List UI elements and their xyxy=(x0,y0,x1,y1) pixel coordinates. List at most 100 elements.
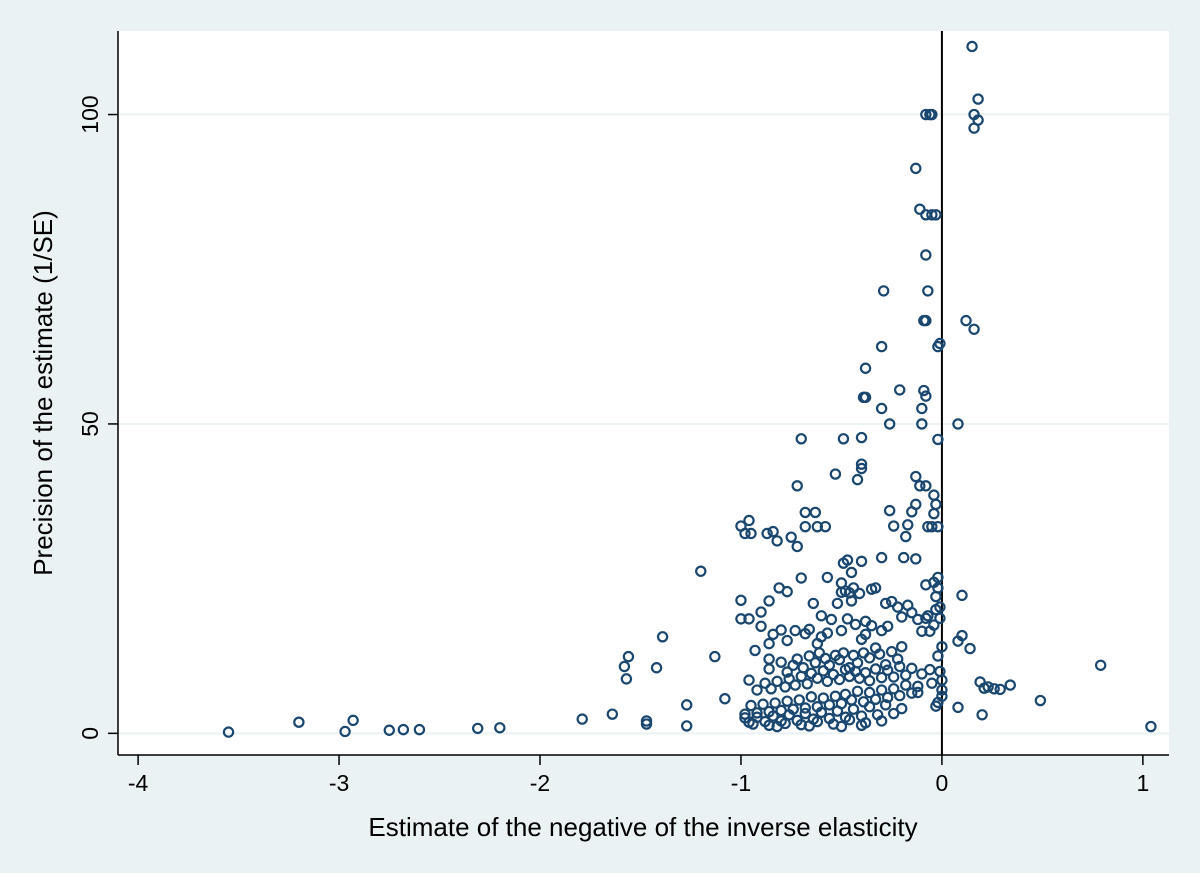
data-point xyxy=(769,697,781,709)
data-point xyxy=(976,709,988,721)
data-point xyxy=(681,720,693,732)
data-point xyxy=(859,615,872,628)
data-point xyxy=(781,666,793,678)
data-point xyxy=(920,249,932,261)
data-point xyxy=(815,706,828,719)
data-point xyxy=(799,707,811,720)
data-point xyxy=(865,583,878,595)
data-point xyxy=(397,723,410,736)
data-point xyxy=(875,715,888,727)
data-point xyxy=(972,93,984,105)
data-point xyxy=(926,209,938,221)
data-point xyxy=(896,641,908,653)
data-point xyxy=(622,650,635,663)
data-point xyxy=(817,665,830,677)
data-point xyxy=(789,624,801,637)
data-point xyxy=(1034,694,1047,707)
data-point xyxy=(620,673,633,685)
data-point xyxy=(875,340,888,353)
data-point xyxy=(749,644,761,657)
data-point xyxy=(930,590,942,603)
data-point xyxy=(1004,679,1016,691)
data-point xyxy=(829,649,842,662)
data-point xyxy=(811,520,824,533)
data-point xyxy=(952,701,964,714)
data-point xyxy=(932,520,944,533)
data-point xyxy=(922,610,934,622)
data-point xyxy=(885,595,898,608)
data-point xyxy=(815,610,828,622)
data-point xyxy=(875,671,888,684)
data-point xyxy=(791,480,803,492)
data-point xyxy=(885,645,898,658)
data-point xyxy=(896,702,908,715)
data-point xyxy=(887,520,900,532)
data-point xyxy=(801,678,813,690)
data-point xyxy=(640,715,653,727)
data-point xyxy=(827,668,840,681)
x-tick-label: -4 xyxy=(128,770,149,796)
data-point xyxy=(894,660,906,673)
data-point xyxy=(771,720,783,733)
data-point xyxy=(650,662,663,674)
data-point xyxy=(906,662,918,675)
data-point xyxy=(751,684,763,696)
data-point xyxy=(900,530,912,543)
data-point xyxy=(966,40,978,53)
data-point xyxy=(805,667,817,680)
data-point xyxy=(879,658,892,671)
x-axis-title: Estimate of the negative of the inverse … xyxy=(368,812,917,842)
data-point xyxy=(879,699,892,711)
data-point xyxy=(932,433,944,446)
data-point xyxy=(902,519,914,531)
data-point xyxy=(845,566,858,579)
data-points xyxy=(222,40,1157,738)
data-point xyxy=(761,527,773,540)
data-point xyxy=(851,685,864,697)
data-point xyxy=(960,314,972,327)
data-point xyxy=(795,572,807,584)
data-point xyxy=(859,391,872,404)
data-point xyxy=(383,724,395,736)
data-point xyxy=(829,690,842,702)
data-point xyxy=(606,708,619,720)
data-point xyxy=(918,384,930,397)
data-point xyxy=(875,684,888,696)
data-point xyxy=(855,555,868,568)
data-point xyxy=(787,659,799,671)
data-point xyxy=(767,710,779,722)
data-point xyxy=(757,698,769,710)
data-point xyxy=(795,670,807,683)
data-point xyxy=(755,620,767,632)
data-point xyxy=(841,554,854,566)
data-point xyxy=(936,641,948,653)
data-point xyxy=(819,520,832,533)
data-point xyxy=(839,688,852,701)
data-point xyxy=(857,647,870,659)
data-point xyxy=(779,681,791,693)
data-point xyxy=(795,433,807,445)
data-point xyxy=(775,656,787,668)
data-point xyxy=(912,680,924,693)
data-point xyxy=(934,337,946,350)
x-tick-label: 1 xyxy=(1136,770,1149,796)
data-point xyxy=(988,683,1000,695)
data-point xyxy=(739,527,751,540)
data-point xyxy=(771,535,783,547)
data-point xyxy=(821,675,834,688)
data-point xyxy=(875,551,888,564)
data-point xyxy=(719,692,731,705)
data-point xyxy=(783,709,795,721)
data-point xyxy=(799,702,811,714)
data-point xyxy=(896,611,908,623)
data-point xyxy=(803,720,815,732)
data-point xyxy=(805,691,817,703)
y-axis-ticks: 0 50 100 xyxy=(77,95,118,740)
data-point xyxy=(767,628,779,641)
x-tick-label: -2 xyxy=(530,770,550,796)
data-point xyxy=(869,663,882,675)
data-point xyxy=(924,625,936,637)
data-point xyxy=(494,722,506,734)
data-point xyxy=(881,691,894,704)
